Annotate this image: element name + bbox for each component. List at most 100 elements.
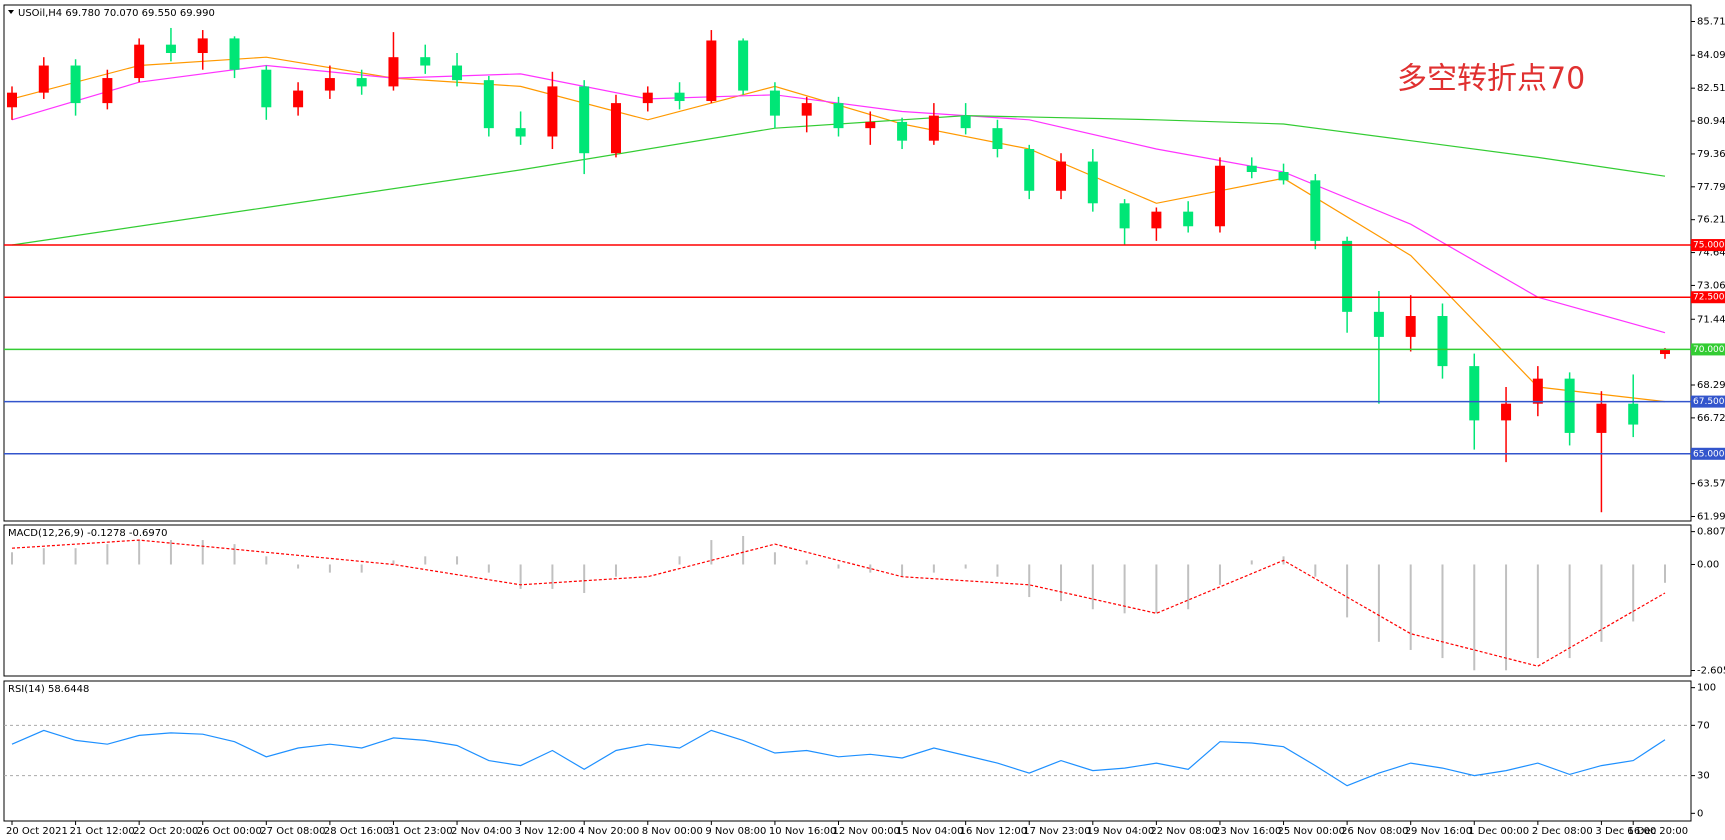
- y-tick-label: 85.710: [1697, 16, 1725, 27]
- macd-bar: [1473, 564, 1476, 671]
- candle-body: [1628, 403, 1639, 425]
- y-tick-label: 76.215: [1697, 215, 1725, 226]
- macd-bar: [201, 540, 204, 565]
- candle-body: [1056, 161, 1067, 191]
- candle-body: [1437, 316, 1448, 367]
- macd-bar: [805, 560, 808, 565]
- macd-bar: [233, 544, 236, 565]
- macd-bar: [138, 540, 141, 565]
- macd-bar: [932, 564, 935, 573]
- candle-body: [1373, 311, 1384, 337]
- macd-bar: [1632, 564, 1635, 622]
- macd-bar: [456, 556, 459, 565]
- level-label-box: [1691, 395, 1725, 408]
- macd-bar: [996, 564, 999, 577]
- y-tick-label: 61.995: [1697, 512, 1725, 523]
- candle-body: [229, 38, 240, 70]
- candle-body: [1405, 316, 1416, 337]
- level-label: 67.500: [1693, 397, 1725, 407]
- macd-bar: [1568, 564, 1571, 659]
- y-tick-label: 79.365: [1697, 149, 1725, 160]
- candle-body: [261, 69, 272, 108]
- candle-body: [165, 44, 176, 54]
- macd-bar: [583, 564, 586, 593]
- candle-body: [992, 128, 1003, 150]
- y-tick-label: 71.445: [1697, 314, 1725, 325]
- panel-title: USOil,H4 69.780 70.070 69.550 69.990: [18, 8, 215, 19]
- candle-body: [70, 65, 81, 104]
- x-tick-label: 19 Nov 04:00: [1087, 826, 1154, 837]
- candle-body: [1596, 403, 1607, 433]
- candle-body: [452, 65, 463, 81]
- candle-body: [1183, 211, 1194, 227]
- x-tick-label: 15 Nov 04:00: [896, 826, 963, 837]
- level-label-box: [1691, 343, 1725, 356]
- candle-body: [674, 92, 685, 102]
- candle-body: [324, 78, 335, 91]
- candle-body: [769, 90, 780, 116]
- x-tick-label: 29 Nov 16:00: [1405, 826, 1472, 837]
- macd-bar: [1250, 560, 1253, 565]
- x-tick-label: 26 Oct 00:00: [197, 826, 262, 837]
- macd-bar: [392, 560, 395, 565]
- candle-body: [388, 57, 399, 87]
- candle-body: [293, 90, 304, 108]
- macd-bar: [11, 552, 13, 565]
- candle-body: [1501, 403, 1512, 421]
- macd-bar: [487, 564, 490, 573]
- macd-bar: [964, 564, 967, 569]
- macd-bar: [1346, 564, 1349, 618]
- x-tick-label: 25 Nov 00:00: [1278, 826, 1345, 837]
- x-tick-label: 27 Oct 08:00: [260, 826, 325, 837]
- rsi-line: [11, 729, 1666, 787]
- candle-body: [102, 78, 113, 104]
- y-tick-label: 0.8074: [1697, 527, 1725, 538]
- candle-body: [1278, 171, 1289, 181]
- macd-bar: [901, 564, 904, 577]
- candle-body: [1214, 165, 1225, 227]
- candle-body: [420, 57, 431, 66]
- y-tick-label: 30: [1697, 771, 1710, 782]
- level-label-box: [1691, 447, 1725, 460]
- x-tick-label: 17 Nov 23:00: [1023, 826, 1090, 837]
- candle-body: [38, 65, 49, 93]
- macd-bar: [678, 556, 681, 565]
- macd-bar: [551, 564, 554, 589]
- candle-body: [801, 103, 812, 116]
- candle-body: [1532, 378, 1543, 404]
- moving-average: [11, 114, 1666, 246]
- y-tick-label: 74.640: [1697, 248, 1725, 259]
- panel-frame: [3, 524, 1692, 677]
- y-tick-label: 0.00: [1697, 559, 1719, 570]
- macd-bar: [1155, 564, 1158, 614]
- candle-body: [1151, 211, 1162, 229]
- macd-bar: [328, 564, 331, 573]
- x-tick-label: 6 Dec 20:00: [1627, 826, 1688, 837]
- macd-bar: [837, 564, 840, 569]
- candle-body: [642, 92, 653, 104]
- candle-body: [833, 103, 844, 129]
- macd-bar: [297, 564, 300, 569]
- macd-bar: [1536, 564, 1539, 659]
- macd-bar: [1441, 564, 1444, 659]
- candle-body: [960, 115, 971, 129]
- candle-body: [706, 40, 717, 102]
- level-label: 65.000: [1693, 449, 1725, 459]
- x-tick-label: 2 Nov 04:00: [451, 826, 512, 837]
- macd-bar: [360, 564, 363, 573]
- signal-line: [11, 539, 1666, 667]
- x-tick-label: 9 Nov 08:00: [705, 826, 766, 837]
- x-tick-label: 31 Oct 23:00: [387, 826, 452, 837]
- candle-body: [515, 128, 526, 137]
- candle-body: [1310, 180, 1321, 241]
- macd-bar: [1600, 564, 1603, 642]
- x-tick-label: 10 Nov 16:00: [769, 826, 836, 837]
- x-tick-label: 4 Nov 20:00: [578, 826, 639, 837]
- annotation: 多空转折点70: [1397, 62, 1585, 97]
- candle-body: [865, 121, 876, 129]
- candle-body: [579, 86, 590, 154]
- macd-bar: [265, 556, 268, 565]
- level-label: 72.500: [1693, 293, 1725, 303]
- x-tick-label: 1 Dec 00:00: [1468, 826, 1529, 837]
